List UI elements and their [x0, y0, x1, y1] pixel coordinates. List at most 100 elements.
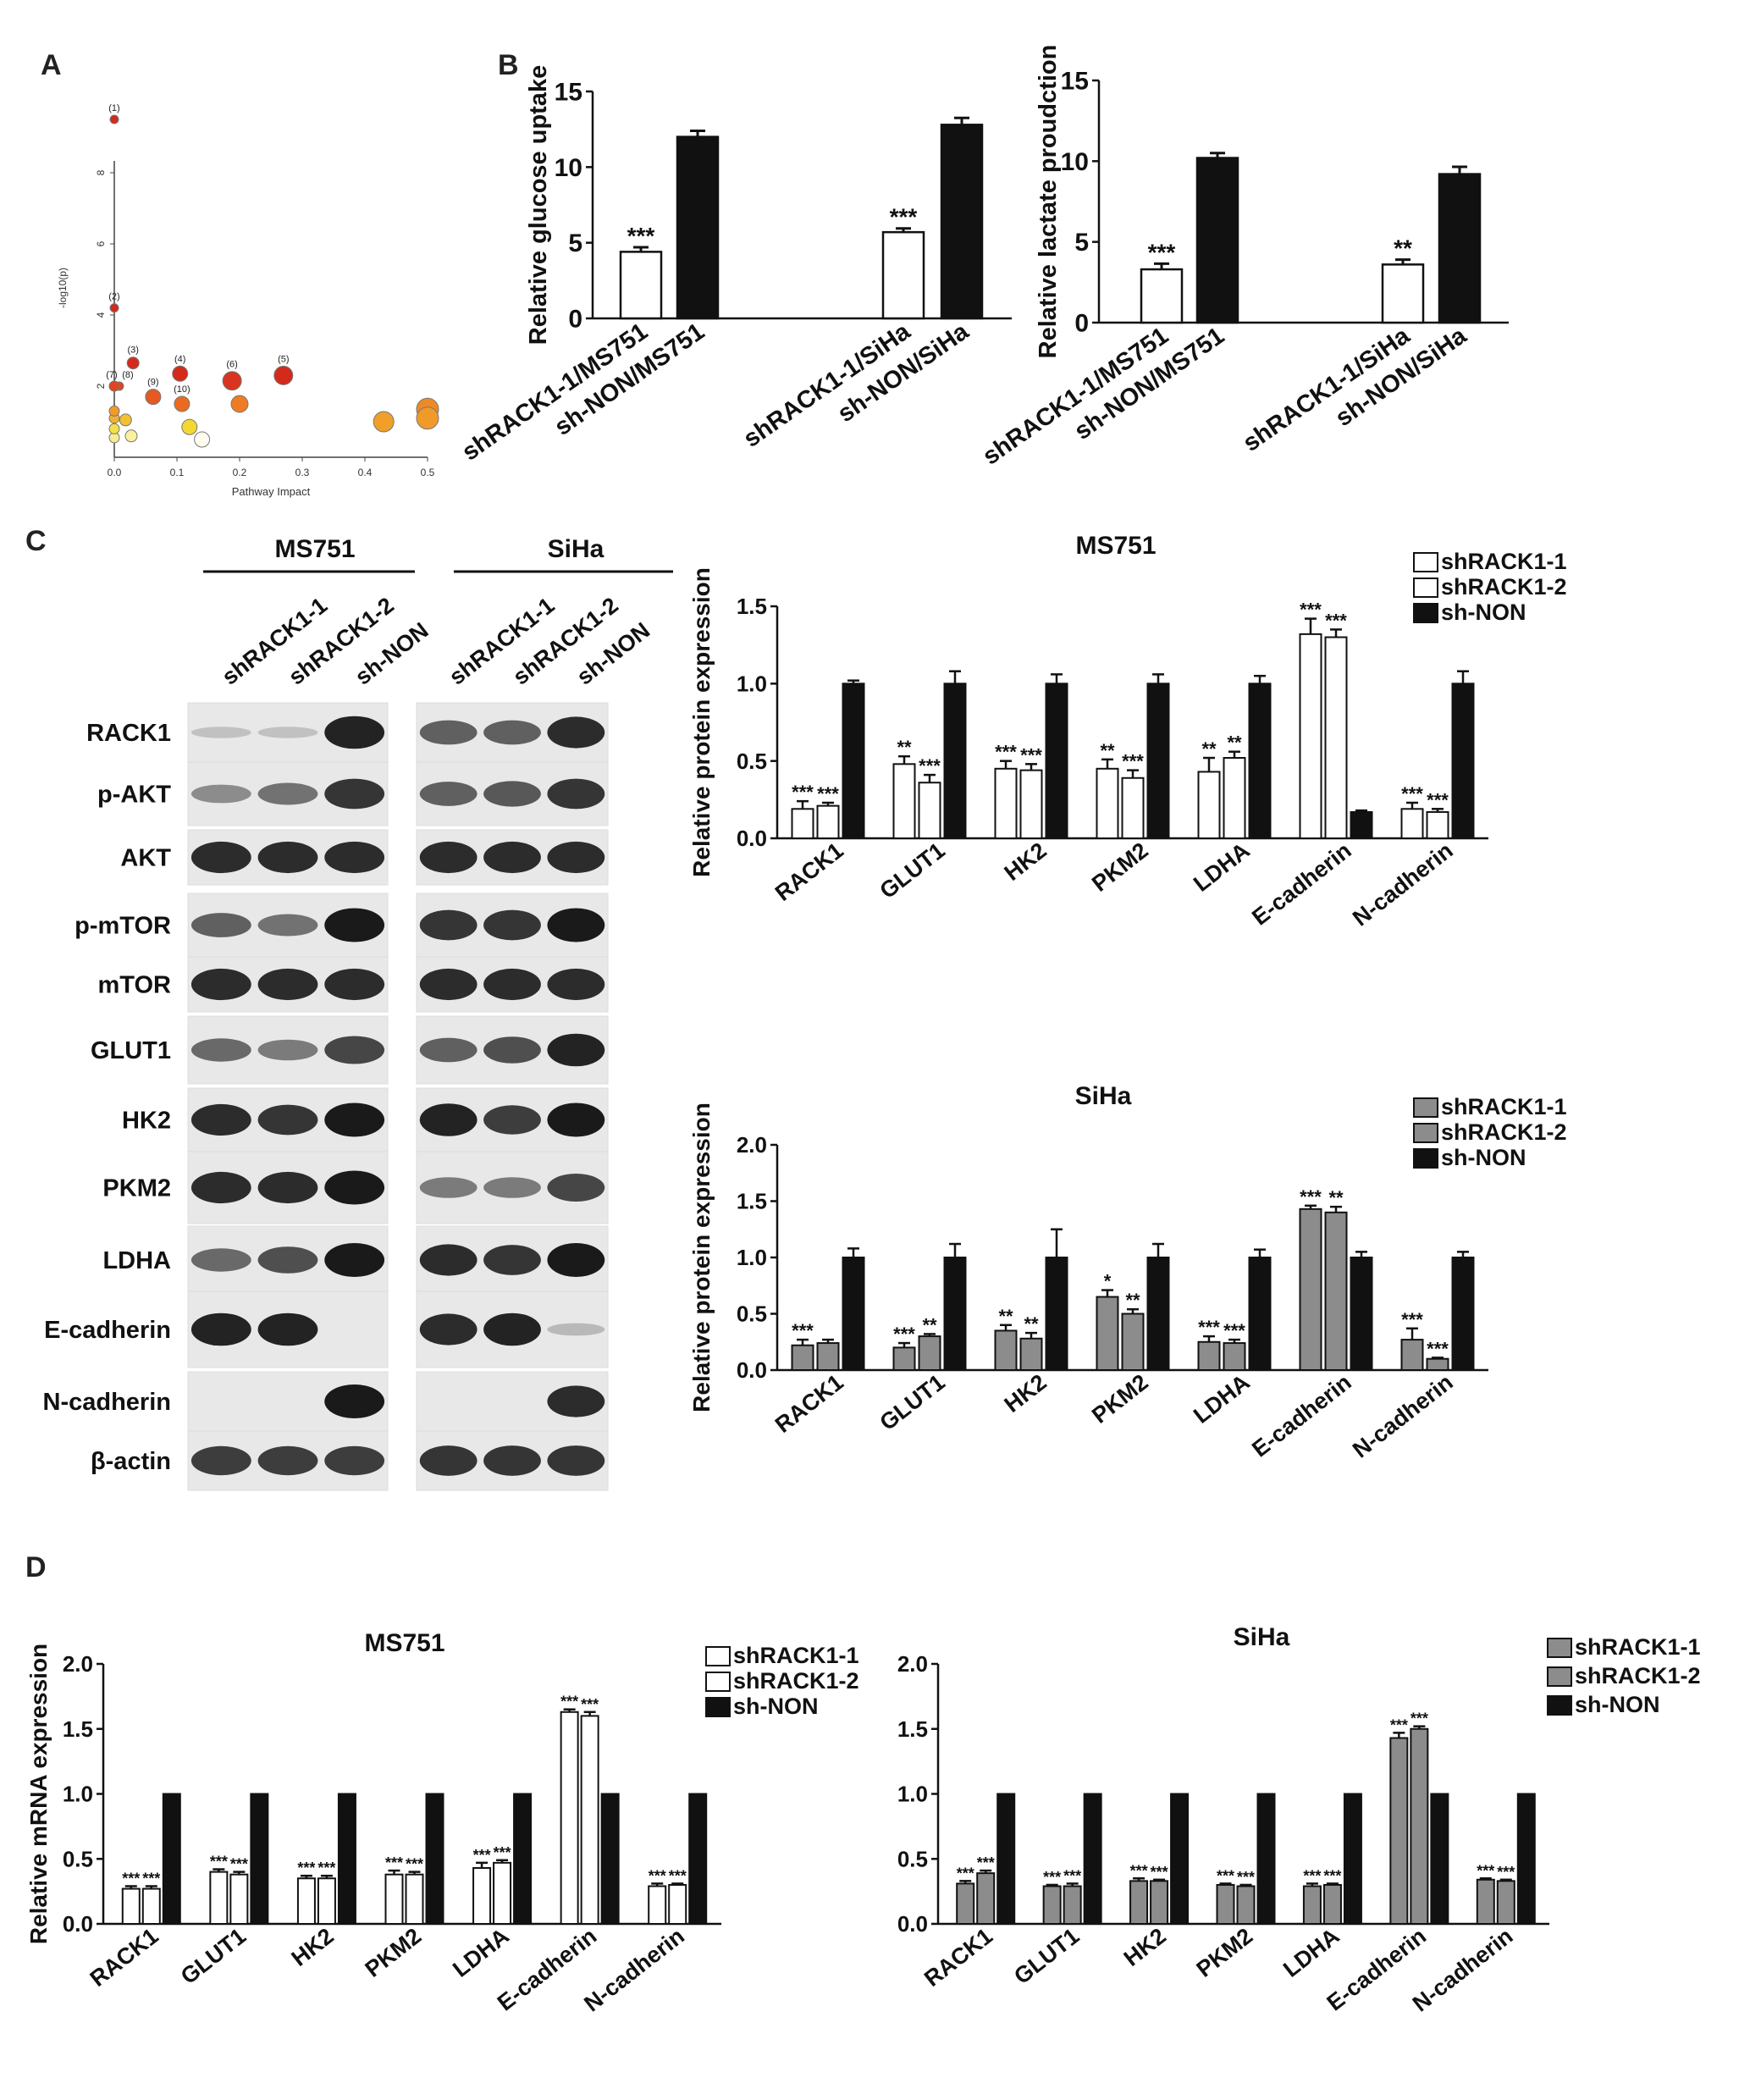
- significance-label: ***: [1130, 1862, 1148, 1879]
- blot-band: [483, 1445, 541, 1476]
- significance-label: ***: [957, 1865, 974, 1882]
- blot-band: [547, 1243, 605, 1277]
- category-label: LDHA: [1189, 837, 1255, 897]
- legend-swatch: [705, 1697, 731, 1717]
- blot-band: [483, 841, 541, 874]
- blot-band: [483, 781, 541, 807]
- blot-band: [547, 716, 605, 749]
- scatter-point: [119, 413, 132, 427]
- bar: [668, 1883, 687, 1925]
- protein-label: N-cadherin: [43, 1389, 171, 1416]
- legend-swatch: [705, 1646, 731, 1666]
- blot-band: [547, 1033, 605, 1067]
- bar: [472, 1866, 492, 1926]
- category-label: GLUT1: [875, 1369, 949, 1435]
- bar: [580, 1715, 599, 1926]
- legend-label: sh-NON: [1441, 600, 1526, 625]
- y-tick-label: 6: [95, 240, 107, 246]
- significance-label: ***: [1217, 1867, 1234, 1884]
- y-tick-label: 0.5: [737, 1301, 767, 1327]
- scatter-point: [174, 395, 190, 412]
- bar: [560, 1710, 579, 1926]
- significance-label: ***: [1401, 783, 1423, 804]
- blot-band: [257, 1246, 318, 1274]
- y-axis-title: Relative protein expression: [688, 1102, 715, 1412]
- bar: [1121, 776, 1145, 840]
- y-tick-label: 10: [555, 154, 582, 182]
- point-label: (5): [278, 354, 289, 364]
- significance-label: ***: [581, 1696, 599, 1713]
- protein-label: PKM2: [102, 1175, 171, 1202]
- category-label: HK2: [287, 1923, 339, 1971]
- category-label: PKM2: [1087, 1369, 1153, 1429]
- scatter-point: [172, 365, 189, 382]
- bar: [1299, 633, 1322, 839]
- significance-label: ***: [210, 1854, 228, 1871]
- legend-label: shRACK1-1: [733, 1643, 859, 1668]
- panel-label-b: B: [498, 49, 519, 81]
- bar: [1042, 1885, 1062, 1926]
- bar: [1197, 771, 1221, 839]
- significance-label: ***: [1427, 789, 1449, 810]
- bar: [791, 808, 814, 839]
- bar: [1248, 1257, 1272, 1371]
- scatter-point: [181, 418, 198, 435]
- significance-label: ***: [792, 1320, 814, 1341]
- blot-band: [324, 1036, 385, 1064]
- scatter-point: [145, 389, 162, 406]
- bar: [1451, 682, 1475, 839]
- bar: [816, 1342, 840, 1371]
- bar: [1350, 810, 1373, 839]
- blot-band: [483, 1105, 541, 1135]
- bar: [1140, 268, 1184, 324]
- chart-title: MS751: [364, 1629, 444, 1657]
- bar: [892, 763, 916, 840]
- bar: [600, 1793, 620, 1925]
- x-tick-label: 0.4: [358, 467, 373, 478]
- y-tick-label: 2.0: [63, 1651, 93, 1677]
- scatter-point: [108, 405, 120, 417]
- blot-band: [483, 909, 541, 941]
- y-tick-label: 1.0: [737, 1245, 767, 1270]
- blot-band: [324, 841, 385, 874]
- protein-label: mTOR: [98, 972, 172, 999]
- significance-label: ***: [1237, 1869, 1255, 1886]
- bar: [1400, 1339, 1424, 1371]
- blot-band: [257, 1104, 318, 1136]
- legend-label: shRACK1-2: [1441, 574, 1567, 600]
- legend-swatch: [1413, 603, 1438, 623]
- bar: [1516, 1793, 1536, 1925]
- blot-band: [190, 1038, 251, 1062]
- y-axis-title: -log10(p): [57, 268, 69, 308]
- legend-swatch: [1547, 1695, 1572, 1716]
- point-label: (7): [106, 370, 117, 380]
- blot-band: [419, 968, 478, 1001]
- blot-band: [419, 1313, 478, 1346]
- x-tick-label: 0.3: [295, 467, 310, 478]
- legend-swatch: [1547, 1638, 1572, 1658]
- blot-band: [324, 908, 385, 942]
- significance-label: ***: [317, 1860, 335, 1876]
- x-tick-label: 0.2: [233, 467, 247, 478]
- blot-band: [419, 1103, 478, 1136]
- y-tick-label: 2: [95, 383, 107, 389]
- bar: [1146, 1257, 1170, 1371]
- blot-band: [190, 1445, 251, 1476]
- blot-band: [190, 841, 251, 874]
- legend-label: shRACK1-1: [1441, 549, 1567, 574]
- y-tick-label: 1.5: [737, 1189, 767, 1214]
- bar: [943, 682, 967, 839]
- y-tick-label: 2.0: [897, 1651, 928, 1677]
- point-label: (8): [122, 370, 133, 380]
- significance-label: ***: [406, 1856, 423, 1873]
- scatter-point: [222, 371, 242, 391]
- bar: [842, 682, 865, 839]
- category-label: E-cadherin: [1247, 837, 1355, 931]
- y-axis-title: Relative lactate proudction: [1035, 45, 1062, 359]
- significance-label: ***: [1325, 610, 1347, 631]
- chart-title: SiHa: [1234, 1623, 1290, 1651]
- blot-band: [419, 1177, 478, 1198]
- scatter-point: [230, 395, 249, 413]
- category-label: RACK1: [86, 1923, 163, 1992]
